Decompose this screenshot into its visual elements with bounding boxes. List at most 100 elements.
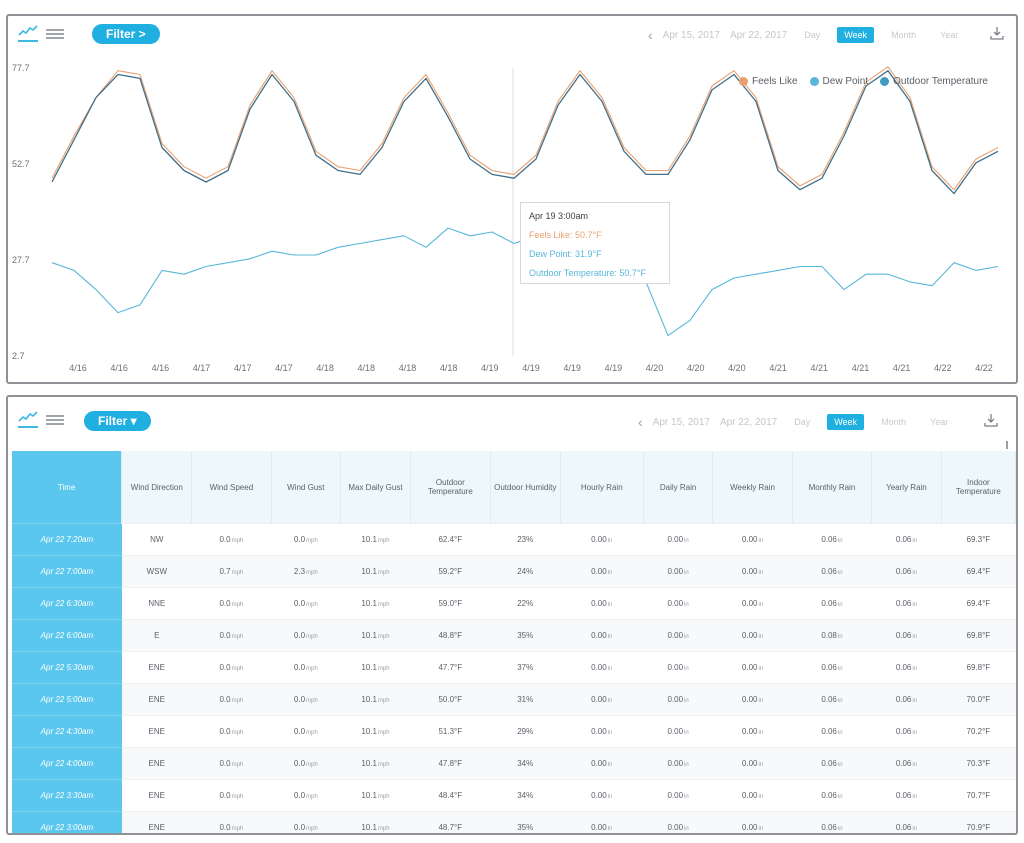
date-to[interactable]: Apr 22, 2017	[729, 29, 788, 41]
legend-item-outdoor-temperature[interactable]: Outdoor Temperature	[880, 76, 988, 87]
x-tick-label: 4/20	[646, 363, 664, 373]
cell-unit: in	[758, 666, 764, 672]
table-cell: 70.3°F	[941, 747, 1016, 780]
cell-unit: in	[912, 634, 918, 640]
table-cell: 34%	[490, 779, 561, 812]
tooltip-dew-point: Dew Point: 31.9°F	[529, 249, 602, 259]
table-row[interactable]: Apr 22 4:30am ENE 0.0mph 0.0mph 10.1mph 51.3°…	[12, 715, 1016, 748]
legend-item-feels-like[interactable]: Feels Like	[738, 76, 798, 87]
table-row[interactable]: Apr 22 5:30am ENE 0.0mph 0.0mph 10.1mph 47.7°…	[12, 651, 1016, 684]
date-from[interactable]: Apr 15, 2017	[652, 416, 710, 428]
cell-unit: mph	[231, 730, 244, 736]
cell-value: 48.4°F	[438, 791, 463, 800]
chart-view-icon[interactable]	[18, 25, 38, 42]
table-cell: 0.0mph	[191, 619, 271, 652]
table-toolbar: Filter ▾ ‹ Apr 15, 2017 Apr 22, 2017 Day…	[8, 397, 1016, 435]
column-header[interactable]: Daily Rain	[643, 451, 714, 524]
column-header[interactable]: Max Daily Gust	[340, 451, 411, 524]
table-cell: 0.00in	[712, 747, 793, 780]
cell-unit: in	[837, 762, 843, 768]
range-day-button[interactable]: Day	[794, 417, 811, 427]
table-cell: 69.8°F	[941, 651, 1016, 684]
cell-unit: in	[758, 698, 764, 704]
cell-value: 0.00	[591, 663, 607, 672]
filter-button[interactable]: Filter >	[92, 24, 160, 44]
table-row[interactable]: Apr 22 7:00am WSW 0.7mph 2.3mph 10.1mph 59.2°…	[12, 555, 1016, 588]
column-header[interactable]: Monthly Rain	[792, 451, 873, 524]
cell-value: 34%	[517, 791, 534, 800]
table-row[interactable]: Apr 22 6:00am E 0.0mph 0.0mph 10.1mph 48.8°F 3…	[12, 619, 1016, 652]
column-header[interactable]: Wind Speed	[191, 451, 272, 524]
filter-button[interactable]: Filter ▾	[84, 411, 151, 431]
table-row[interactable]: Apr 22 6:30am NNE 0.0mph 0.0mph 10.1mph 59.0°…	[12, 587, 1016, 620]
table-cell: 0.0mph	[191, 715, 271, 748]
range-day-button[interactable]: Day	[804, 30, 821, 40]
cell-unit: mph	[377, 698, 390, 704]
range-year-button[interactable]: Year	[940, 30, 959, 40]
table-cell: 0.06in	[792, 523, 872, 556]
cell-unit: mph	[306, 570, 318, 576]
series-line-outdoor-temperature[interactable]	[51, 70, 999, 195]
previous-arrow-icon[interactable]: ‹	[648, 27, 653, 43]
table-row[interactable]: Apr 22 3:00am ENE 0.0mph 0.0mph 10.1mph 48.7°…	[12, 811, 1016, 833]
cell-unit: mph	[377, 826, 390, 832]
column-header[interactable]: Weekly Rain	[712, 451, 793, 524]
x-tick-label: 4/18	[399, 363, 417, 373]
legend-item-dew-point[interactable]: Dew Point	[809, 76, 868, 87]
table-row[interactable]: Apr 22 4:00am ENE 0.0mph 0.0mph 10.1mph 47.8°…	[12, 747, 1016, 780]
column-header[interactable]: Yearly Rain	[871, 451, 942, 524]
table-view-icon[interactable]	[46, 414, 64, 426]
table-cell: 0.06in	[792, 587, 872, 620]
table-row[interactable]: Apr 22 3:30am ENE 0.0mph 0.0mph 10.1mph 48.4°…	[12, 779, 1016, 812]
table-cell: 2.3mph	[271, 555, 341, 588]
cell-unit: in	[607, 794, 613, 800]
table-body: Apr 22 7:20am NW 0.0mph 0.0mph 10.1mph 62.4°F…	[12, 523, 1016, 833]
cell-value: 10.1	[361, 599, 377, 608]
column-header[interactable]: Wind Direction	[121, 451, 193, 524]
export-icon[interactable]	[990, 26, 1004, 45]
range-week-button[interactable]: Week	[837, 27, 875, 43]
table-cell: 0.06in	[871, 587, 942, 620]
cell-value: Apr 22 6:00am	[40, 631, 94, 640]
scrollbar[interactable]	[1006, 441, 1008, 449]
table-cell: 0.0mph	[191, 683, 271, 716]
date-to[interactable]: Apr 22, 2017	[719, 416, 778, 428]
date-from[interactable]: Apr 15, 2017	[662, 29, 720, 41]
column-header[interactable]: Hourly Rain	[560, 451, 644, 524]
cell-value: E	[154, 631, 160, 640]
column-header[interactable]: Indoor Temperature	[941, 451, 1016, 524]
weather-data-table: Time Wind Direction Wind Speed Wind Gust Max…	[12, 451, 1016, 833]
column-header-time[interactable]: Time	[12, 451, 123, 524]
cell-value: 0.06	[895, 567, 912, 576]
table-cell: 0.0mph	[271, 747, 341, 780]
table-cell: E	[121, 619, 192, 652]
x-tick-label: 4/21	[852, 363, 870, 373]
chart-view-icon[interactable]	[18, 411, 38, 428]
cell-value: 69.8°F	[966, 631, 991, 640]
time-cell: Apr 22 4:00am	[12, 747, 122, 780]
table-view-icon[interactable]	[46, 28, 64, 40]
column-header[interactable]: Outdoor Humidity	[490, 451, 561, 524]
column-header[interactable]: Outdoor Temperature	[410, 451, 491, 524]
export-icon[interactable]	[984, 413, 998, 432]
date-range-nav: ‹ Apr 15, 2017 Apr 22, 2017 Day Week Mon…	[648, 27, 965, 43]
cell-unit: in	[837, 570, 843, 576]
cell-unit: in	[607, 730, 613, 736]
cell-unit: mph	[377, 666, 390, 672]
x-tick-label: 4/20	[728, 363, 746, 373]
x-tick-label: 4/17	[275, 363, 293, 373]
cell-value: 34%	[517, 759, 534, 768]
table-row[interactable]: Apr 22 7:20am NW 0.0mph 0.0mph 10.1mph 62.4°F…	[12, 523, 1016, 556]
table-row[interactable]: Apr 22 5:00am ENE 0.0mph 0.0mph 10.1mph 50.0°…	[12, 683, 1016, 716]
tooltip-feels-like: Feels Like: 50.7°F	[529, 230, 602, 240]
range-month-button[interactable]: Month	[891, 30, 917, 40]
range-year-button[interactable]: Year	[930, 417, 949, 427]
range-month-button[interactable]: Month	[881, 417, 907, 427]
series-line-feels-like[interactable]	[51, 66, 999, 191]
cell-unit: in	[837, 794, 843, 800]
column-header[interactable]: Wind Gust	[271, 451, 342, 524]
previous-arrow-icon[interactable]: ‹	[638, 414, 643, 430]
table-cell: ENE	[121, 651, 192, 684]
cell-value: 23%	[517, 535, 534, 544]
range-week-button[interactable]: Week	[827, 414, 865, 430]
